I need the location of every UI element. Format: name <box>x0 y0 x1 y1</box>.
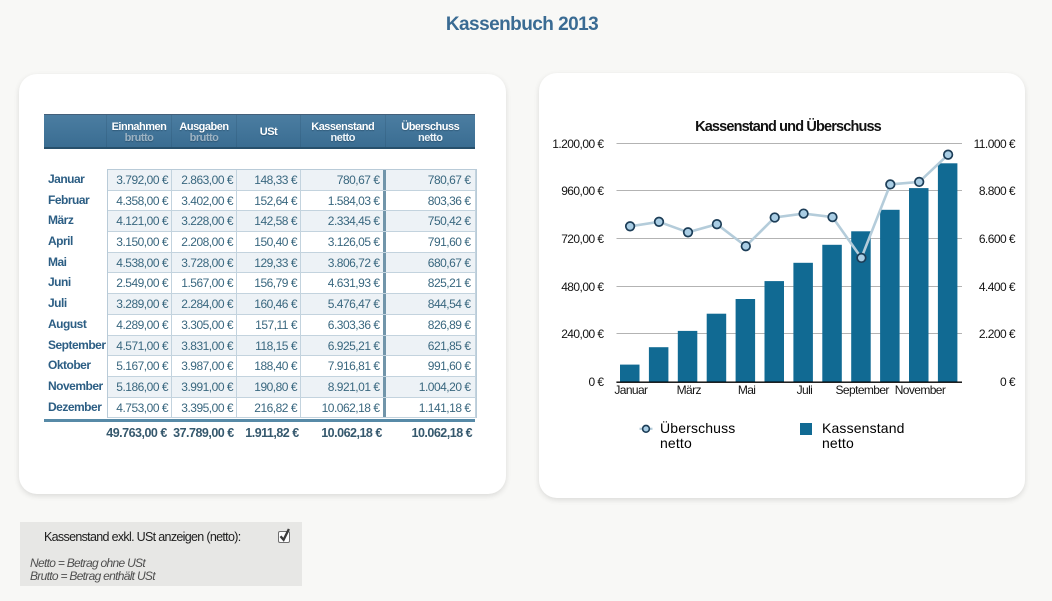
svg-text:Juli: Juli <box>797 383 813 397</box>
svg-text:netto: netto <box>660 435 692 451</box>
svg-text:11.000 €: 11.000 € <box>974 137 1016 151</box>
svg-text:März: März <box>677 383 702 397</box>
svg-text:2.200 €: 2.200 € <box>979 327 1016 341</box>
svg-text:480,00 €: 480,00 € <box>561 280 604 294</box>
svg-text:netto: netto <box>822 435 854 451</box>
svg-text:November: November <box>895 383 946 397</box>
svg-text:8.800 €: 8.800 € <box>979 184 1016 198</box>
svg-text:0 €: 0 € <box>1000 375 1016 389</box>
svg-text:Mai: Mai <box>738 383 756 397</box>
svg-text:0 €: 0 € <box>588 375 604 389</box>
svg-text:Überschuss: Überschuss <box>660 419 735 436</box>
svg-text:960,00 €: 960,00 € <box>561 184 604 198</box>
svg-text:240,00 €: 240,00 € <box>561 327 604 341</box>
svg-text:Kassenstand und Überschuss: Kassenstand und Überschuss <box>695 118 882 135</box>
svg-text:6.600 €: 6.600 € <box>979 232 1016 246</box>
svg-text:September: September <box>836 383 890 397</box>
svg-text:Kassenstand: Kassenstand <box>822 420 905 436</box>
svg-text:1.200,00 €: 1.200,00 € <box>552 137 604 151</box>
svg-text:4.400 €: 4.400 € <box>979 280 1016 294</box>
svg-text:720,00 €: 720,00 € <box>561 232 604 246</box>
svg-text:Januar: Januar <box>614 383 648 397</box>
